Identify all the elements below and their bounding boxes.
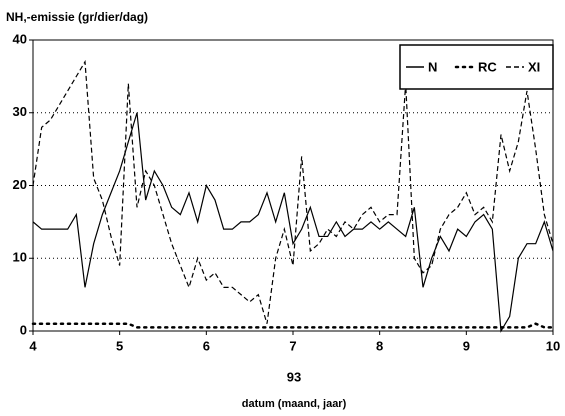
legend-box — [399, 44, 554, 90]
x-tick-label: 5 — [116, 338, 123, 353]
y-tick-label: 40 — [13, 31, 27, 46]
x-tick-label: 10 — [546, 338, 560, 353]
x-sublabel: 93 — [287, 369, 301, 384]
y-axis-label: NH,-emissie (gr/dier/dag) — [6, 10, 148, 24]
y-tick-label: 0 — [20, 322, 27, 337]
x-tick-label: 7 — [289, 338, 296, 353]
y-tick-label: 20 — [13, 177, 27, 192]
legend-label: RC — [478, 59, 497, 74]
y-tick-label: 10 — [13, 250, 27, 265]
x-tick-label: 4 — [29, 338, 37, 353]
legend-label: XI — [528, 59, 540, 74]
y-tick-label: 30 — [13, 104, 27, 119]
x-tick-label: 9 — [463, 338, 470, 353]
series-line — [32, 112, 554, 333]
legend-label: N — [428, 59, 437, 74]
x-tick-label: 6 — [203, 338, 210, 353]
x-axis-label: datum (maand, jaar) — [242, 398, 347, 410]
series-line — [32, 59, 554, 324]
x-tick-label: 8 — [376, 338, 383, 353]
series-line — [31, 322, 555, 329]
